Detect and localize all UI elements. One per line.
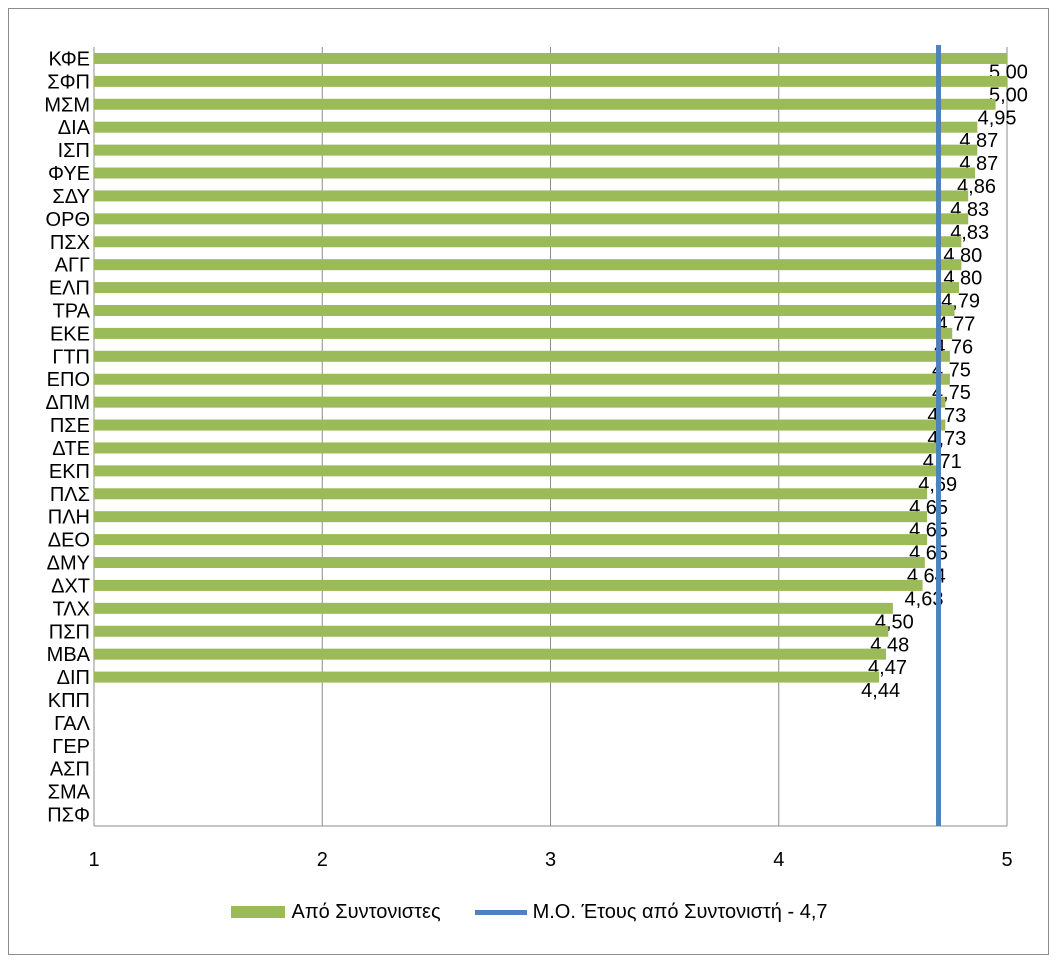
bar <box>94 511 928 523</box>
category-label: ΣΦΠ <box>47 71 90 93</box>
bar <box>94 327 953 339</box>
bar <box>94 534 928 546</box>
bar <box>94 579 923 591</box>
bar <box>94 488 928 500</box>
bar <box>94 625 889 637</box>
bar <box>94 350 950 362</box>
data-label: 4,95 <box>978 107 1017 129</box>
bar <box>94 259 962 271</box>
legend-swatch-line <box>474 909 527 915</box>
category-label: ΑΣΠ <box>50 759 90 781</box>
bar <box>94 373 950 385</box>
category-label: ΔΠΜ <box>46 392 90 414</box>
bar <box>94 648 887 660</box>
bar <box>94 213 969 225</box>
bar <box>94 465 937 477</box>
category-label: ΠΣΧ <box>50 232 90 254</box>
bar <box>94 144 978 156</box>
legend-swatch-bars <box>231 906 286 918</box>
chart-area <box>8 8 1049 955</box>
category-label: ΜΒΑ <box>47 644 91 666</box>
category-label: ΑΓΓ <box>55 255 90 277</box>
category-label: ΠΣΦ <box>47 805 90 827</box>
legend-label-bars: Από Συντονιστες <box>291 900 441 923</box>
category-label: ΕΚΕ <box>50 323 90 345</box>
category-label: ΕΠΟ <box>47 369 90 391</box>
bar <box>94 671 880 683</box>
category-label: ΔΕΟ <box>48 530 90 552</box>
x-tick-label-0: 1 <box>88 849 99 871</box>
legend: Από Συντονιστες Μ.Ο. Έτους από Συντονιστ… <box>0 892 1059 932</box>
category-label: ΔΙΠ <box>57 667 90 689</box>
bar <box>94 167 976 179</box>
bar <box>94 190 969 202</box>
legend-item-line: Μ.Ο. Έτους από Συντονιστή - 4,7 <box>474 900 828 924</box>
category-label: ΔΤΕ <box>52 438 90 460</box>
category-label: ΚΠΠ <box>48 690 90 712</box>
category-label: ΠΣΕ <box>50 415 90 437</box>
category-label: ΕΚΠ <box>49 461 90 483</box>
bar <box>94 98 996 110</box>
category-label: ΣΔΥ <box>52 186 90 208</box>
bar <box>94 236 962 248</box>
category-label: ΦΥΕ <box>48 163 90 185</box>
data-label: 4,44 <box>861 680 900 702</box>
category-label: ΣΜΑ <box>48 782 91 804</box>
category-label: ΤΡΑ <box>53 300 91 322</box>
x-tick-label-4: 5 <box>1001 849 1012 871</box>
category-label: ΔΜΥ <box>47 553 90 575</box>
category-label: ΠΣΠ <box>49 621 90 643</box>
x-tick-label-2: 3 <box>545 849 556 871</box>
category-label: ΔΧΤ <box>51 575 90 597</box>
category-label: ΔΙΑ <box>58 117 91 139</box>
bar <box>94 557 925 569</box>
category-label: ΓΤΠ <box>52 346 90 368</box>
bar <box>94 396 946 408</box>
category-label: ΠΛΣ <box>50 484 90 506</box>
x-tick-label-3: 4 <box>773 849 784 871</box>
bar <box>94 282 960 294</box>
x-tick-label-1: 2 <box>317 849 328 871</box>
category-label: ΓΕΡ <box>52 736 90 758</box>
category-label: ΠΛΗ <box>48 507 90 529</box>
category-label: ΙΣΠ <box>58 140 90 162</box>
bar <box>94 419 946 431</box>
category-label: ΚΦΕ <box>48 48 90 70</box>
category-label: ΟΡΘ <box>46 209 90 231</box>
category-label: ΤΛΧ <box>53 598 90 620</box>
legend-label-line: Μ.Ο. Έτους από Συντονιστή - 4,7 <box>532 900 828 923</box>
legend-item-bars: Από Συντονιστες <box>231 900 441 924</box>
bar <box>94 442 941 454</box>
bar <box>94 304 955 316</box>
category-label: ΓΑΛ <box>54 713 91 735</box>
bar <box>94 52 1007 64</box>
data-label: 4,63 <box>905 588 944 610</box>
category-label: ΜΣΜ <box>44 94 90 116</box>
bar <box>94 121 978 133</box>
category-label: ΕΛΠ <box>49 278 90 300</box>
bar <box>94 602 893 614</box>
data-label: 5,00 <box>989 84 1028 106</box>
bar <box>94 75 1007 87</box>
